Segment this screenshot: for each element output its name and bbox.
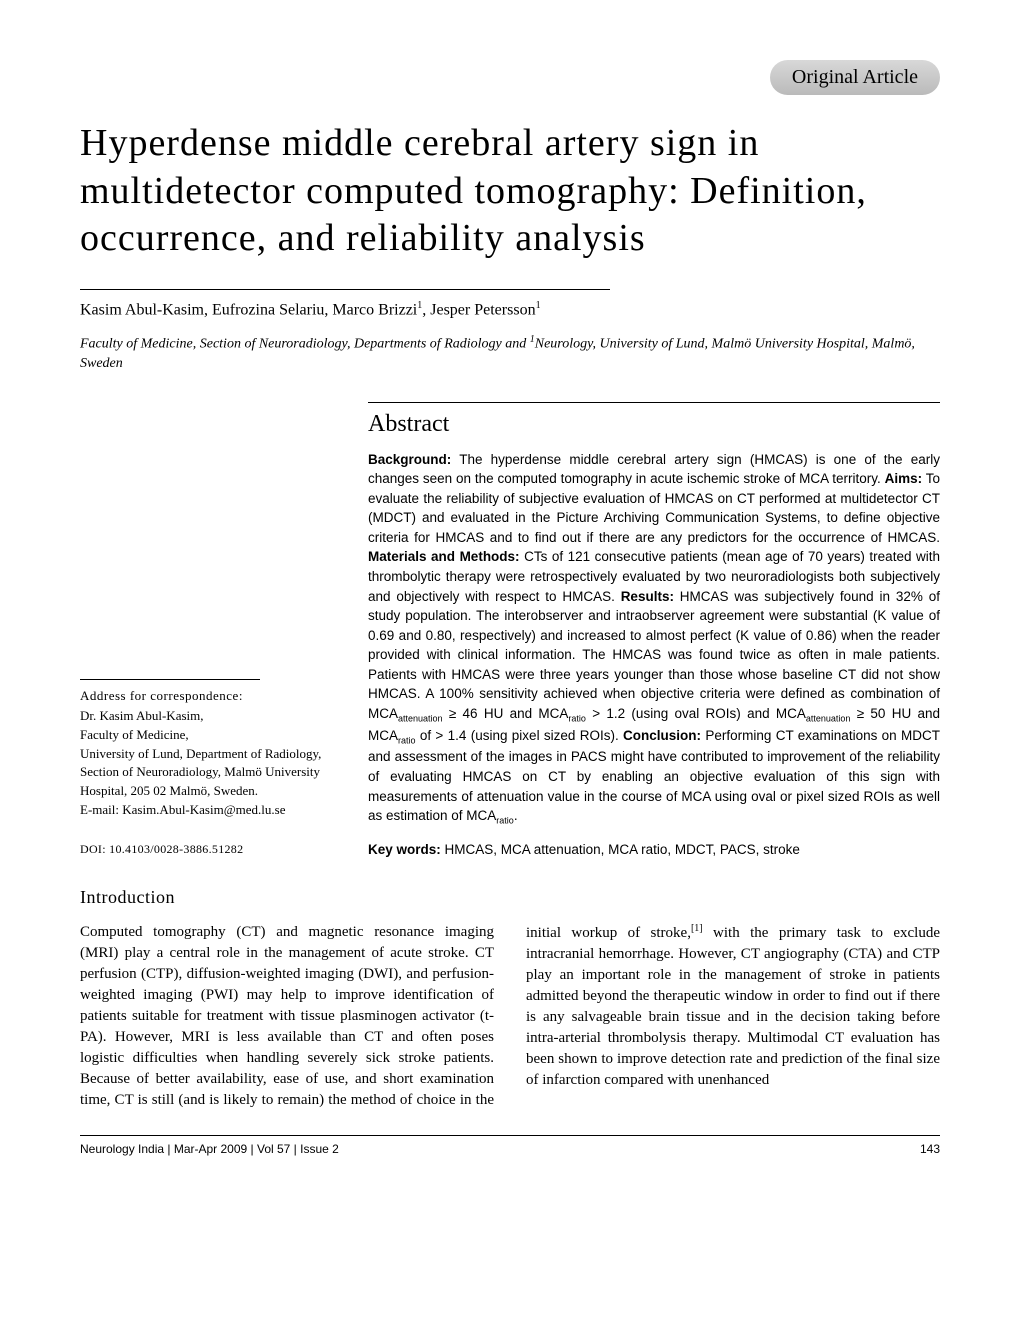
article-type-badge: Original Article [770,60,940,95]
doi: DOI: 10.4103/0028-3886.51282 [80,842,340,857]
correspondence-rule [80,679,260,680]
affiliation: Faculty of Medicine, Section of Neurorad… [80,333,940,374]
left-column: Address for correspondence: Dr. Kasim Ab… [80,402,340,857]
correspondence-heading: Address for correspondence: [80,688,340,704]
article-title: Hyperdense middle cerebral artery sign i… [80,120,940,263]
mid-section: Address for correspondence: Dr. Kasim Ab… [80,402,940,857]
keywords: Key words: HMCAS, MCA attenuation, MCA r… [368,842,940,857]
abstract-rule [368,402,940,403]
footer-journal-info: Neurology India | Mar-Apr 2009 | Vol 57 … [80,1142,339,1156]
abstract-heading: Abstract [368,411,940,438]
page-footer: Neurology India | Mar-Apr 2009 | Vol 57 … [80,1142,940,1156]
author-rule [80,289,610,290]
introduction-body: Computed tomography (CT) and magnetic re… [80,922,940,1111]
right-column: Abstract Background: The hyperdense midd… [368,402,940,857]
introduction-heading: Introduction [80,887,940,908]
authors: Kasim Abul-Kasim, Eufrozina Selariu, Mar… [80,300,940,319]
abstract-body: Background: The hyperdense middle cerebr… [368,450,940,828]
correspondence-body: Dr. Kasim Abul-Kasim,Faculty of Medicine… [80,707,340,820]
footer-page-number: 143 [920,1142,940,1156]
footer-rule [80,1135,940,1136]
